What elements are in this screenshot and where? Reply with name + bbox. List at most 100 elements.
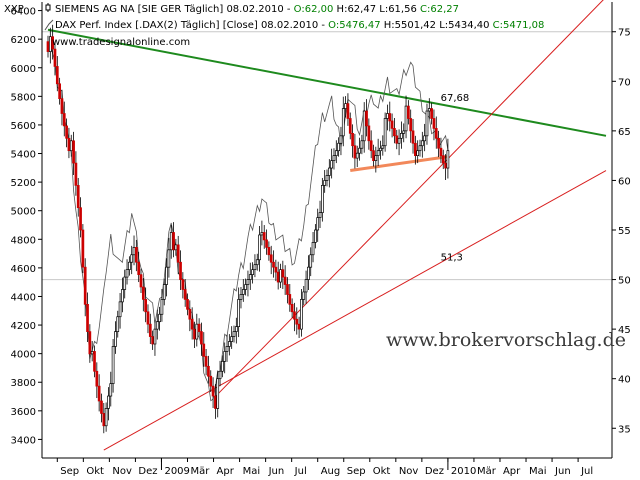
- siemens-candle: [148, 323, 152, 337]
- siemens-candle: [95, 370, 99, 387]
- left-tick-label: 3600: [11, 407, 36, 418]
- siemens-candle: [418, 145, 422, 152]
- siemens-candle: [318, 212, 322, 218]
- siemens-candle: [46, 41, 50, 52]
- siemens-candle: [367, 125, 371, 142]
- siemens-candle: [183, 289, 187, 300]
- siemens-candle: [230, 336, 234, 342]
- right-tick-label: 55: [618, 226, 631, 237]
- siemens-candle: [181, 279, 185, 290]
- siemens-candle: [193, 328, 196, 340]
- siemens-candle: [244, 284, 247, 290]
- legend-dax: DAX Perf. Index [.DAX(2) Täglich] [Close…: [55, 20, 544, 31]
- siemens-candle: [188, 308, 192, 320]
- left-tick-label: 4000: [11, 350, 36, 361]
- left-tick-label: 6000: [11, 64, 36, 75]
- siemens-candle: [407, 105, 410, 119]
- siemens-candle: [425, 110, 429, 137]
- siemens-candle: [200, 331, 203, 345]
- legend-siemens-icon: [45, 3, 51, 12]
- siemens-candle: [290, 303, 294, 313]
- siemens-candle: [341, 108, 345, 137]
- siemens-candle: [325, 175, 329, 181]
- x-tick-label: Mär: [477, 466, 497, 477]
- siemens-candle: [369, 140, 373, 152]
- siemens-candle: [195, 323, 199, 340]
- x-tick-label: Jul: [580, 466, 593, 477]
- x-tick-label: Jun: [268, 466, 285, 477]
- x-tick-label: Aug: [321, 466, 341, 477]
- trendline-resistance: [47, 28, 607, 137]
- left-tick-label: 5000: [11, 207, 36, 218]
- legend-dax-low: L:5434,40: [436, 20, 489, 31]
- siemens-candle: [228, 341, 231, 347]
- left-tick-label: 4600: [11, 264, 36, 275]
- left-tick-label: 6400: [11, 7, 36, 18]
- siemens-candle: [121, 289, 124, 303]
- siemens-candle: [100, 400, 103, 414]
- siemens-candle: [409, 118, 413, 132]
- siemens-candle: [225, 346, 229, 352]
- siemens-candle: [351, 132, 354, 147]
- siemens-candle: [353, 145, 357, 159]
- siemens-candle: [88, 331, 92, 355]
- siemens-candle: [321, 185, 324, 214]
- siemens-candle: [186, 299, 189, 310]
- siemens-candle: [269, 254, 273, 263]
- siemens-candle: [379, 147, 382, 152]
- siemens-candle: [311, 242, 315, 256]
- siemens-candle: [446, 150, 450, 169]
- siemens-candle: [155, 321, 159, 330]
- right-tick-label: 70: [618, 77, 631, 88]
- right-tick-label: 45: [618, 325, 631, 336]
- siemens-candle: [190, 318, 194, 330]
- siemens-candle: [90, 351, 94, 355]
- siemens-candle: [139, 274, 143, 288]
- siemens-candle: [176, 244, 180, 263]
- right-tick-label: 50: [618, 276, 631, 287]
- siemens-candle: [307, 266, 310, 280]
- siemens-candle: [302, 291, 306, 300]
- siemens-candle: [283, 276, 287, 285]
- siemens-candle: [72, 140, 75, 164]
- left-tick-label: 3800: [11, 378, 36, 389]
- siemens-candle: [251, 269, 254, 275]
- x-tick-label: Mai: [243, 466, 261, 477]
- siemens-candle: [439, 147, 443, 157]
- siemens-candle: [362, 110, 366, 142]
- siemens-candle: [125, 269, 129, 278]
- siemens-candle: [74, 162, 78, 186]
- siemens-candle: [404, 105, 408, 132]
- siemens-candle: [293, 311, 296, 320]
- trendline-labels: 67,68 51,3: [441, 93, 470, 264]
- siemens-candle: [104, 408, 108, 427]
- siemens-candle: [86, 303, 89, 332]
- siemens-candle: [135, 246, 138, 263]
- siemens-candle: [383, 118, 387, 147]
- siemens-candle: [158, 313, 161, 323]
- legend-dax-open: O:5476,47: [328, 20, 380, 31]
- siemens-candle: [216, 378, 220, 409]
- siemens-candle: [128, 261, 131, 271]
- x-tick-label: Sep: [347, 466, 366, 477]
- right-tick-label: 40: [618, 375, 631, 386]
- siemens-candle: [114, 331, 117, 347]
- siemens-candle: [430, 108, 433, 119]
- siemens-candle: [355, 152, 359, 159]
- siemens-candle: [358, 147, 361, 154]
- trendline-label: 67,68: [441, 93, 470, 104]
- siemens-candle: [258, 234, 261, 261]
- siemens-candle: [374, 155, 378, 161]
- siemens-candle: [381, 145, 385, 149]
- siemens-candle: [332, 155, 336, 161]
- siemens-candle: [65, 125, 68, 139]
- legend-dax-name: DAX Perf. Index [.DAX(2) Täglich] [Close…: [55, 20, 328, 31]
- right-tick-label: 75: [618, 28, 631, 39]
- siemens-candle: [141, 286, 145, 300]
- siemens-candle: [372, 150, 375, 161]
- siemens-candle: [344, 103, 347, 109]
- trendline-support_steep: [215, 0, 604, 397]
- siemens-candle: [179, 261, 182, 280]
- left-tick-label: 5800: [11, 92, 36, 103]
- siemens-candle: [204, 356, 208, 367]
